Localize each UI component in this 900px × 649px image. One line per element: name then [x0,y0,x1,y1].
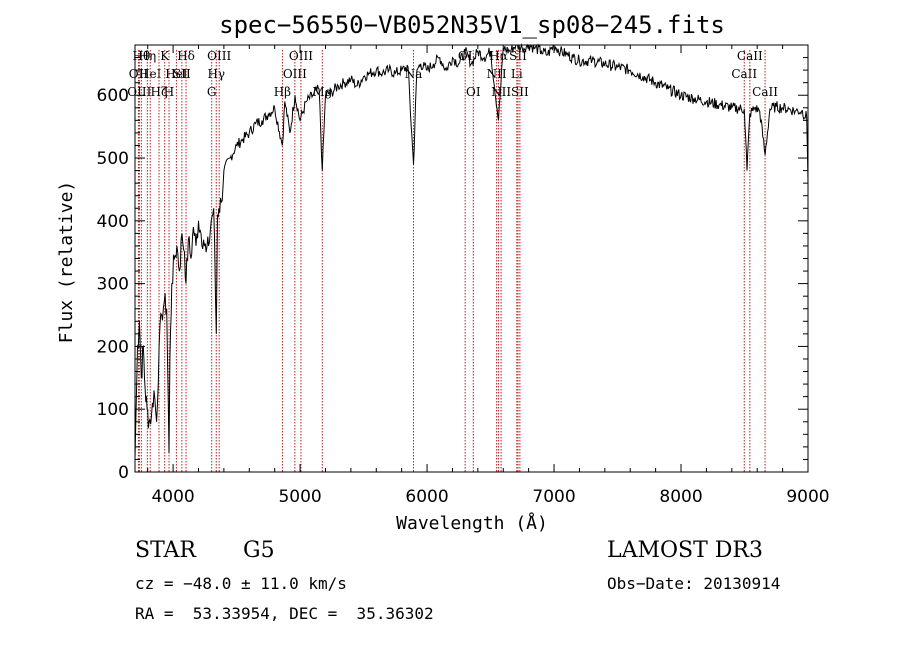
marker-label: OIII [207,49,231,63]
marker-label: CaII [737,49,763,63]
y-tick-label: 0 [118,463,129,483]
survey-name: LAMOST DR3 [607,538,763,563]
marker-label: Hα [489,49,508,63]
marker-label: NII [491,85,511,99]
flux-line [134,43,809,460]
y-tick-label: 400 [97,212,129,232]
plot-frame [134,44,809,473]
emission-line-markers: OIIOIIIHθHηHeIHζKHHeISIIHδGHγOIIIHβOIIIO… [127,49,778,472]
marker-label: Hζ [151,85,168,99]
x-axis-label: Wavelength (Å) [396,512,548,534]
x-tick-label: 9000 [786,487,829,507]
y-tick-label: 300 [97,275,129,295]
x-tick-label: 8000 [659,487,702,507]
marker-label: NII [487,67,507,81]
y-axis-label: Flux (relative) [56,181,77,344]
y-tick-label: 200 [97,337,129,357]
marker-label: OI [466,85,481,99]
x-tick-label: 5000 [278,487,321,507]
marker-label: CaII [752,85,778,99]
marker-label: OIII [289,49,313,63]
object-subclass: G5 [243,538,275,563]
marker-label: Hθ [132,49,150,63]
marker-label: SII [509,49,527,63]
marker-label: SII [173,67,191,81]
observation-date: Obs−Date: 20130914 [607,574,781,593]
marker-label: Hδ [177,49,195,63]
marker-label: CaII [731,67,757,81]
marker-label: K [160,49,170,63]
x-tick-label: 4000 [151,487,194,507]
object-class: STAR [135,538,196,563]
marker-label: OIII [283,67,307,81]
ra-dec-coordinates: RA = 53.33954, DEC = 35.36302 [135,604,434,623]
marker-label: Hβ [274,85,291,99]
marker-label: Hη [138,49,156,63]
marker-label: G [207,85,217,99]
axis-ticks: 4000 5000 6000 7000 8000 9000 0 100 200 300 400 500… [97,45,830,507]
marker-label: HeI [139,67,162,81]
chart-title: spec−56550−VB052N35V1_sp08−245.fits [219,11,725,39]
y-tick-label: 100 [97,400,129,420]
marker-label: H [164,85,174,99]
marker-label: OII [129,67,149,81]
marker-label: Hγ [207,67,225,81]
x-tick-label: 6000 [405,487,448,507]
y-tick-label: 600 [97,86,129,106]
marker-label: Na [405,67,423,81]
redshift-cz: cz = −48.0 ± 11.0 km/s [135,574,347,593]
x-tick-label: 7000 [532,487,575,507]
marker-label: OIII [127,85,151,99]
marker-label: Li [511,67,523,81]
spectrum-series [134,43,809,460]
y-tick-label: 500 [97,149,129,169]
marker-label: SII [511,85,529,99]
